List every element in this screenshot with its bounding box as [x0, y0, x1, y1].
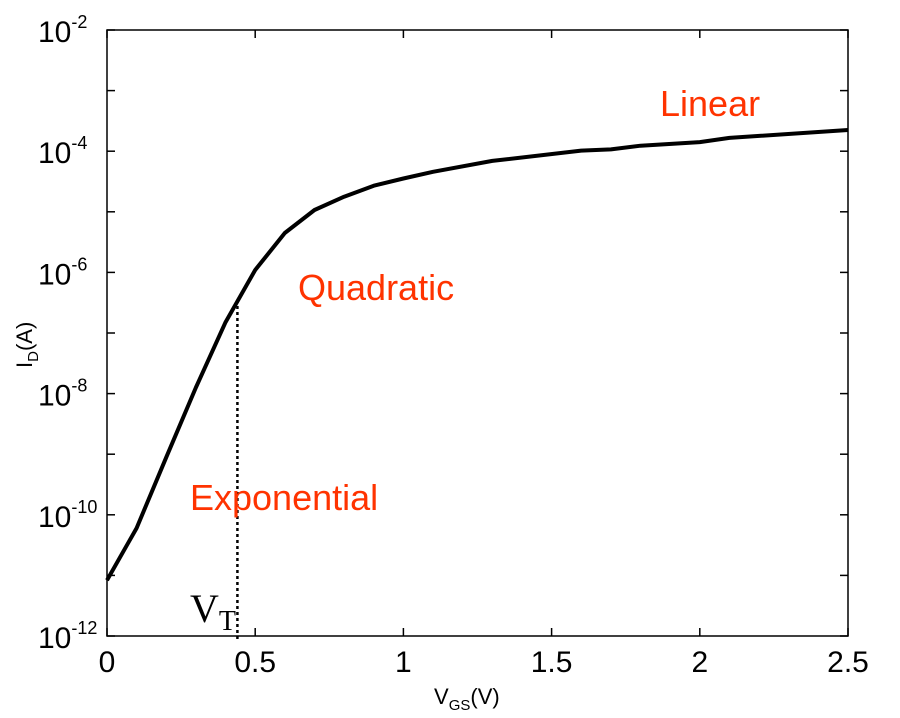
x-tick-label: 1 [395, 646, 412, 679]
vt-label: VT [190, 586, 236, 637]
y-tick-label: 10-2 [38, 12, 87, 49]
x-tick-label: 2 [691, 646, 708, 679]
annotation-exponential: Exponential [190, 477, 378, 518]
x-tick-label: 0 [99, 646, 116, 679]
y-tick-label: 10-8 [38, 376, 87, 413]
y-tick-label: 10-12 [38, 618, 97, 655]
x-tick-label: 1.5 [531, 646, 573, 679]
x-tick-label: 0.5 [234, 646, 276, 679]
y-axis-label: ID(A) [12, 322, 42, 368]
plot-frame [106, 29, 849, 637]
y-tick-label: 10-6 [38, 254, 87, 291]
x-tick-label: 2.5 [827, 646, 869, 679]
y-tick-label: 10-4 [38, 133, 87, 170]
annotation-linear: Linear [660, 83, 760, 124]
x-axis-label: VGS(V) [434, 684, 500, 714]
annotation-quadratic: Quadratic [298, 267, 454, 308]
y-tick-label: 10-10 [38, 497, 97, 534]
id-curve [105, 128, 849, 582]
